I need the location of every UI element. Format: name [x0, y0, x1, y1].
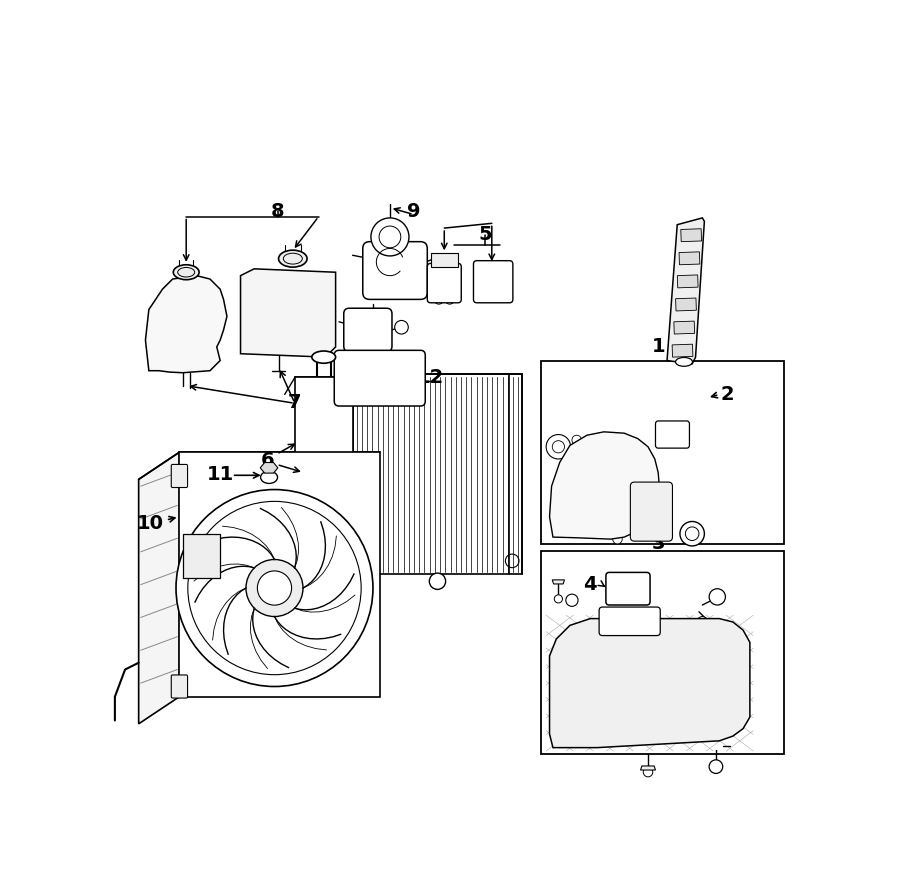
Bar: [353, 374, 522, 574]
Circle shape: [554, 594, 562, 603]
FancyBboxPatch shape: [473, 261, 513, 303]
Circle shape: [709, 588, 725, 605]
Bar: [680, 228, 702, 242]
Ellipse shape: [174, 265, 199, 280]
FancyBboxPatch shape: [363, 242, 428, 299]
FancyBboxPatch shape: [171, 465, 187, 488]
Text: 5: 5: [478, 226, 491, 244]
FancyBboxPatch shape: [630, 482, 672, 542]
Polygon shape: [260, 462, 278, 473]
Circle shape: [619, 585, 627, 593]
Circle shape: [246, 559, 303, 617]
Polygon shape: [240, 269, 336, 357]
Ellipse shape: [311, 351, 336, 363]
Circle shape: [613, 534, 622, 544]
Polygon shape: [146, 275, 227, 373]
Text: 7: 7: [288, 393, 302, 412]
Ellipse shape: [279, 250, 307, 267]
Text: 2: 2: [721, 385, 734, 404]
Polygon shape: [553, 579, 564, 584]
Circle shape: [570, 449, 644, 524]
FancyBboxPatch shape: [599, 607, 661, 636]
FancyBboxPatch shape: [344, 308, 392, 352]
Text: 10: 10: [137, 514, 164, 533]
Bar: [183, 534, 220, 578]
Text: 3: 3: [652, 534, 665, 553]
Polygon shape: [550, 432, 660, 539]
Bar: [679, 252, 700, 265]
Circle shape: [628, 585, 636, 593]
Circle shape: [257, 571, 292, 605]
Bar: [431, 253, 458, 266]
Bar: [676, 298, 697, 311]
Bar: [542, 550, 784, 754]
Text: 9: 9: [407, 202, 420, 220]
Polygon shape: [179, 452, 380, 697]
Circle shape: [176, 490, 373, 686]
Circle shape: [680, 521, 705, 546]
Bar: [542, 361, 784, 544]
Circle shape: [429, 573, 445, 589]
Ellipse shape: [676, 357, 692, 366]
Ellipse shape: [107, 721, 120, 730]
Circle shape: [599, 478, 616, 494]
Polygon shape: [641, 766, 655, 770]
FancyBboxPatch shape: [334, 350, 426, 406]
Polygon shape: [667, 218, 705, 364]
Text: 12: 12: [417, 368, 445, 387]
Polygon shape: [550, 618, 750, 748]
Circle shape: [546, 435, 571, 459]
FancyBboxPatch shape: [655, 421, 689, 448]
Circle shape: [395, 320, 409, 334]
Circle shape: [371, 218, 409, 256]
Text: 1: 1: [652, 338, 665, 356]
Circle shape: [639, 499, 663, 524]
Circle shape: [709, 760, 723, 774]
Polygon shape: [139, 452, 179, 724]
Circle shape: [562, 526, 572, 535]
Circle shape: [644, 767, 652, 777]
Bar: [678, 275, 698, 288]
Text: 8: 8: [271, 202, 284, 220]
Circle shape: [610, 585, 618, 593]
Circle shape: [572, 435, 581, 445]
FancyBboxPatch shape: [606, 572, 650, 605]
Text: 4: 4: [583, 575, 597, 594]
Circle shape: [638, 585, 646, 593]
FancyBboxPatch shape: [428, 264, 461, 303]
Bar: [674, 321, 695, 334]
Text: 11: 11: [206, 465, 234, 484]
Circle shape: [697, 617, 707, 627]
Bar: [295, 377, 353, 561]
Ellipse shape: [261, 471, 277, 483]
FancyBboxPatch shape: [171, 675, 187, 698]
Bar: [672, 344, 693, 357]
Text: 6: 6: [261, 451, 274, 470]
Text: 13: 13: [363, 325, 390, 345]
